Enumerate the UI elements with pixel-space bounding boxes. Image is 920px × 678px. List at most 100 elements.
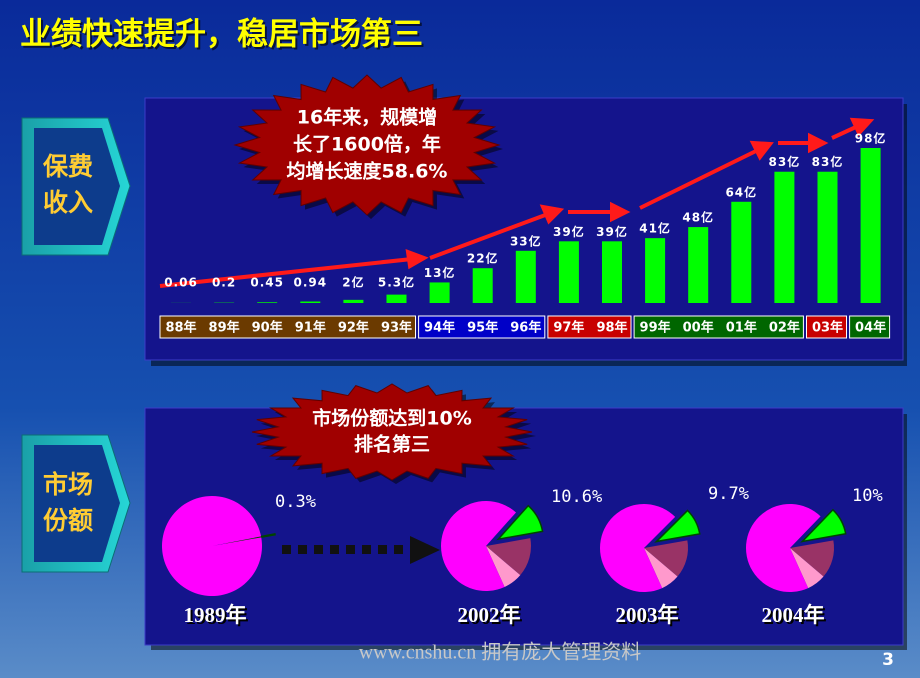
x-tick-label: 96年: [510, 320, 541, 336]
pie-slice: [790, 540, 834, 577]
footer: www.cnshu.cn 拥有庞大管理资料: [359, 641, 642, 664]
bar: [860, 148, 881, 303]
pie-slice: [486, 538, 531, 576]
x-tick-label: 88年: [165, 320, 196, 336]
section-label: 保费: [42, 152, 93, 181]
category-group: [849, 315, 891, 339]
value-label: 39亿: [596, 224, 628, 239]
pie-slice: [644, 540, 689, 577]
section-label: 收入: [43, 188, 93, 217]
x-tick-label: 99年: [640, 320, 671, 336]
trend-arrows: [159, 117, 875, 288]
value-label: 33亿: [510, 233, 542, 248]
value-label: 13亿: [424, 265, 456, 280]
x-tick-label: 94年: [424, 320, 455, 336]
value-label: 0.2: [212, 276, 236, 290]
value-label: 2亿: [342, 275, 364, 290]
pie-slice: [441, 501, 517, 591]
bar: [731, 201, 752, 303]
pie-slice: [225, 532, 276, 545]
pie-label: 2004年: [762, 603, 825, 627]
value-label: 83亿: [769, 154, 801, 169]
callout-text: 市场份额达到10%: [312, 407, 471, 430]
section-marker-inner: [34, 128, 120, 245]
pie-label: 2003年: [616, 603, 679, 627]
callout: [233, 74, 501, 216]
x-tick-label: 97年: [553, 320, 584, 336]
pie-label-shadow: 1989年: [186, 605, 249, 629]
callout-text: 长了1600倍，年: [293, 133, 441, 156]
pie-slice: [599, 504, 676, 592]
value-label: 0.3%: [275, 492, 316, 512]
value-label: 10%: [852, 486, 883, 506]
pie-slice: [790, 548, 824, 589]
value-label: 41亿: [639, 221, 671, 236]
x-tick-label: 04年: [855, 320, 886, 336]
value-label: 22亿: [467, 251, 499, 266]
value-label: 9.7%: [708, 484, 749, 504]
bar: [645, 238, 666, 303]
value-label: 5.3亿: [378, 275, 415, 290]
bar: [429, 282, 450, 303]
section-label: 市场: [43, 470, 93, 499]
pie-label-shadow: 2004年: [764, 605, 827, 629]
x-tick-label: 02年: [769, 320, 800, 336]
bar: [257, 302, 278, 303]
bar: [386, 294, 407, 303]
category-group: [806, 315, 847, 339]
x-tick-label: 00年: [683, 320, 714, 336]
bar: [817, 171, 838, 303]
pie-label-shadow: 2003年: [618, 605, 681, 629]
x-tick-label: 91年: [295, 320, 326, 336]
value-label: 98亿: [855, 131, 887, 146]
value-label: 64亿: [725, 184, 757, 199]
section-label: 份额: [43, 506, 93, 535]
x-tick-label: 93年: [381, 320, 412, 336]
bar: [602, 241, 622, 303]
callout-text: 均增长速度58.6%: [287, 160, 448, 183]
callout-text: 16年来，规模增: [297, 106, 437, 129]
callout: [251, 383, 533, 481]
bar: [774, 171, 795, 303]
value-label: 39亿: [553, 224, 585, 239]
category-group: [159, 315, 416, 339]
category-group: [418, 315, 546, 339]
title-shadow: 业绩快速提升，稳居市场第三: [22, 19, 425, 55]
pie-label-shadow: 2002年: [460, 605, 523, 629]
pie-slice: [746, 504, 821, 592]
x-tick-label: 92年: [338, 320, 369, 336]
progress-arrow: [282, 536, 440, 564]
value-label: 10.6%: [551, 487, 602, 507]
section-marker-inner: [34, 445, 120, 562]
value-label: 83亿: [812, 154, 844, 169]
x-tick-label: 01年: [726, 320, 757, 336]
value-label: 48亿: [682, 210, 714, 225]
pie-label: 2002年: [458, 603, 521, 627]
category-group: [633, 315, 804, 339]
bar: [300, 301, 321, 303]
callout-text: 排名第三: [354, 433, 430, 456]
bar: [558, 241, 579, 303]
x-tick-label: 89年: [209, 320, 240, 336]
value-label: 0.94: [293, 276, 327, 290]
x-tick-label: 98年: [596, 320, 627, 336]
page-number: 3: [882, 650, 894, 670]
bar: [472, 268, 493, 303]
x-tick-label: 03年: [812, 320, 843, 336]
pie-slice: [654, 509, 701, 543]
value-label: 0.45: [250, 276, 284, 290]
title: 业绩快速提升，稳居市场第三: [20, 17, 423, 53]
bar: [688, 227, 709, 303]
pie-slice: [486, 546, 521, 587]
pie-slice: [800, 508, 847, 543]
pie-slice: [162, 496, 263, 597]
category-group: [547, 315, 632, 339]
bar: [343, 299, 364, 303]
x-tick-label: 90年: [252, 320, 283, 336]
pie-label: 1989年: [184, 603, 247, 627]
value-label: 0.06: [164, 276, 198, 290]
bar: [515, 250, 536, 303]
x-tick-label: 95年: [467, 320, 498, 336]
pie-slice: [644, 548, 678, 589]
